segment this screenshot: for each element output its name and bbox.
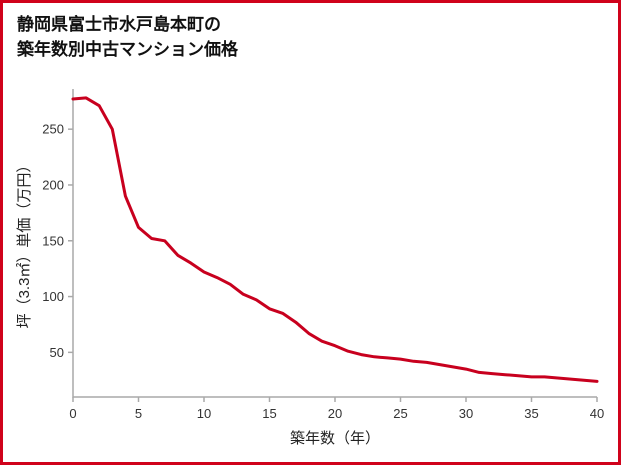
chart-title-line1: 静岡県富士市水戸島本町の [17,15,221,34]
x-tick-label: 25 [393,406,407,421]
axis-lines [72,89,597,398]
line-chart: 0 5 10 15 20 25 30 35 40 50 100 150 200 250 築年数（年） 坪（3.… [16,89,604,447]
y-tick-label: 50 [50,345,64,360]
x-tick-label: 40 [590,406,604,421]
x-tick-label: 0 [69,406,76,421]
chart-title-line2: 築年数別中古マンション価格 [17,39,238,59]
y-tick-label: 250 [42,122,64,137]
y-tick-label: 200 [42,177,64,192]
y-tick-label: 150 [42,233,64,248]
y-tick-label: 100 [42,289,64,304]
x-tick-label: 5 [135,406,142,421]
price-line-series [71,96,599,383]
x-tick-label: 10 [197,406,211,421]
x-axis-label: 築年数（年） [290,429,380,447]
x-tick-label: 35 [524,406,538,421]
y-axis-label: 坪（3.3㎡）単価（万円） [16,158,33,329]
x-tick-label: 30 [459,406,473,421]
x-tick-label: 20 [328,406,342,421]
chart-title: 静岡県富士市水戸島本町の 築年数別中古マンション価格 [17,13,238,62]
x-tick-label: 15 [262,406,276,421]
